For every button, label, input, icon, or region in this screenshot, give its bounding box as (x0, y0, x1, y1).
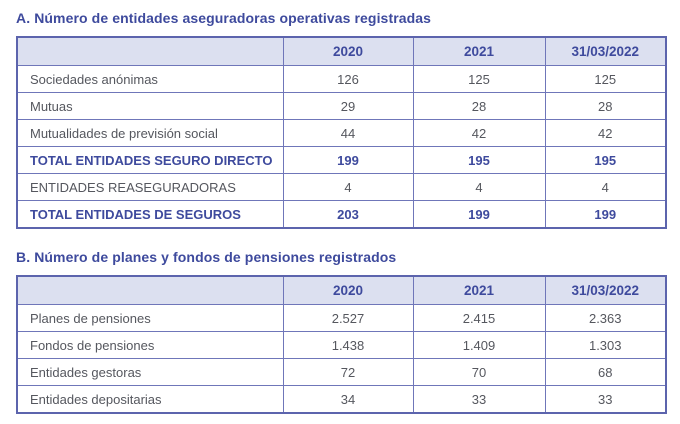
column-header-2021: 2021 (412, 36, 546, 66)
cell-value: 70 (412, 358, 546, 386)
column-header-blank (16, 36, 284, 66)
cell-value: 195 (412, 146, 546, 174)
cell-value: 72 (282, 358, 414, 386)
cell-value: 44 (282, 119, 414, 147)
section-b-title: B. Número de planes y fondos de pensione… (16, 249, 397, 265)
cell-value: 33 (544, 385, 667, 414)
column-header-2020: 2020 (282, 275, 414, 305)
column-header-2021: 2021 (412, 275, 546, 305)
row-label: Entidades depositarias (16, 385, 284, 414)
cell-value: 125 (544, 65, 667, 93)
cell-value: 42 (412, 119, 546, 147)
cell-value: 34 (282, 385, 414, 414)
section-a-title: A. Número de entidades aseguradoras oper… (16, 10, 432, 26)
table-row: Mutualidades de previsión social 44 42 4… (16, 119, 667, 147)
row-label: Fondos de pensiones (16, 331, 284, 359)
table-row: Planes de pensiones 2.527 2.415 2.363 (16, 304, 667, 332)
cell-value: 33 (412, 385, 546, 414)
cell-value: 4 (412, 173, 546, 201)
column-header-2020: 2020 (282, 36, 414, 66)
cell-value: 4 (544, 173, 667, 201)
entities-table: 2020 2021 31/03/2022 Sociedades anónimas… (16, 36, 667, 229)
row-label: Sociedades anónimas (16, 65, 284, 93)
cell-value: 28 (544, 92, 667, 120)
cell-value: 1.303 (544, 331, 667, 359)
column-header-31-03-2022: 31/03/2022 (544, 275, 667, 305)
row-label: Mutualidades de previsión social (16, 119, 284, 147)
cell-value: 125 (412, 65, 546, 93)
cell-value: 2.363 (544, 304, 667, 332)
column-header-31-03-2022: 31/03/2022 (544, 36, 667, 66)
table-row-total: TOTAL ENTIDADES SEGURO DIRECTO 199 195 1… (16, 146, 667, 174)
cell-value: 1.438 (282, 331, 414, 359)
table-row-total: TOTAL ENTIDADES DE SEGUROS 203 199 199 (16, 200, 667, 229)
table-row: Entidades gestoras 72 70 68 (16, 358, 667, 386)
row-label: Mutuas (16, 92, 284, 120)
cell-value: 195 (544, 146, 667, 174)
table-row: Mutuas 29 28 28 (16, 92, 667, 120)
table-row: Entidades depositarias 34 33 33 (16, 385, 667, 414)
entities-table-header-row: 2020 2021 31/03/2022 (16, 36, 667, 66)
row-label: ENTIDADES REASEGURADORAS (16, 173, 284, 201)
cell-value: 2.415 (412, 304, 546, 332)
cell-value: 42 (544, 119, 667, 147)
cell-value: 199 (282, 146, 414, 174)
column-header-blank (16, 275, 284, 305)
cell-value: 28 (412, 92, 546, 120)
table-row: ENTIDADES REASEGURADORAS 4 4 4 (16, 173, 667, 201)
cell-value: 203 (282, 200, 414, 229)
row-label: Planes de pensiones (16, 304, 284, 332)
section-divider-space (0, 229, 680, 239)
row-label: TOTAL ENTIDADES SEGURO DIRECTO (16, 146, 284, 174)
pensions-table-header-row: 2020 2021 31/03/2022 (16, 275, 667, 305)
cell-value: 199 (412, 200, 546, 229)
cell-value: 29 (282, 92, 414, 120)
cell-value: 1.409 (412, 331, 546, 359)
cell-value: 68 (544, 358, 667, 386)
cell-value: 199 (544, 200, 667, 229)
row-label: TOTAL ENTIDADES DE SEGUROS (16, 200, 284, 229)
table-row: Sociedades anónimas 126 125 125 (16, 65, 667, 93)
cell-value: 2.527 (282, 304, 414, 332)
row-label: Entidades gestoras (16, 358, 284, 386)
cell-value: 4 (282, 173, 414, 201)
pensions-table: 2020 2021 31/03/2022 Planes de pensiones… (16, 275, 667, 414)
cell-value: 126 (282, 65, 414, 93)
table-row: Fondos de pensiones 1.438 1.409 1.303 (16, 331, 667, 359)
